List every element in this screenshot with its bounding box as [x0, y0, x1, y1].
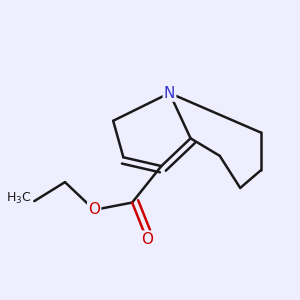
Text: O: O — [141, 232, 153, 247]
Text: H$_3$C: H$_3$C — [6, 190, 31, 206]
Text: N: N — [164, 85, 175, 100]
Text: O: O — [88, 202, 100, 217]
